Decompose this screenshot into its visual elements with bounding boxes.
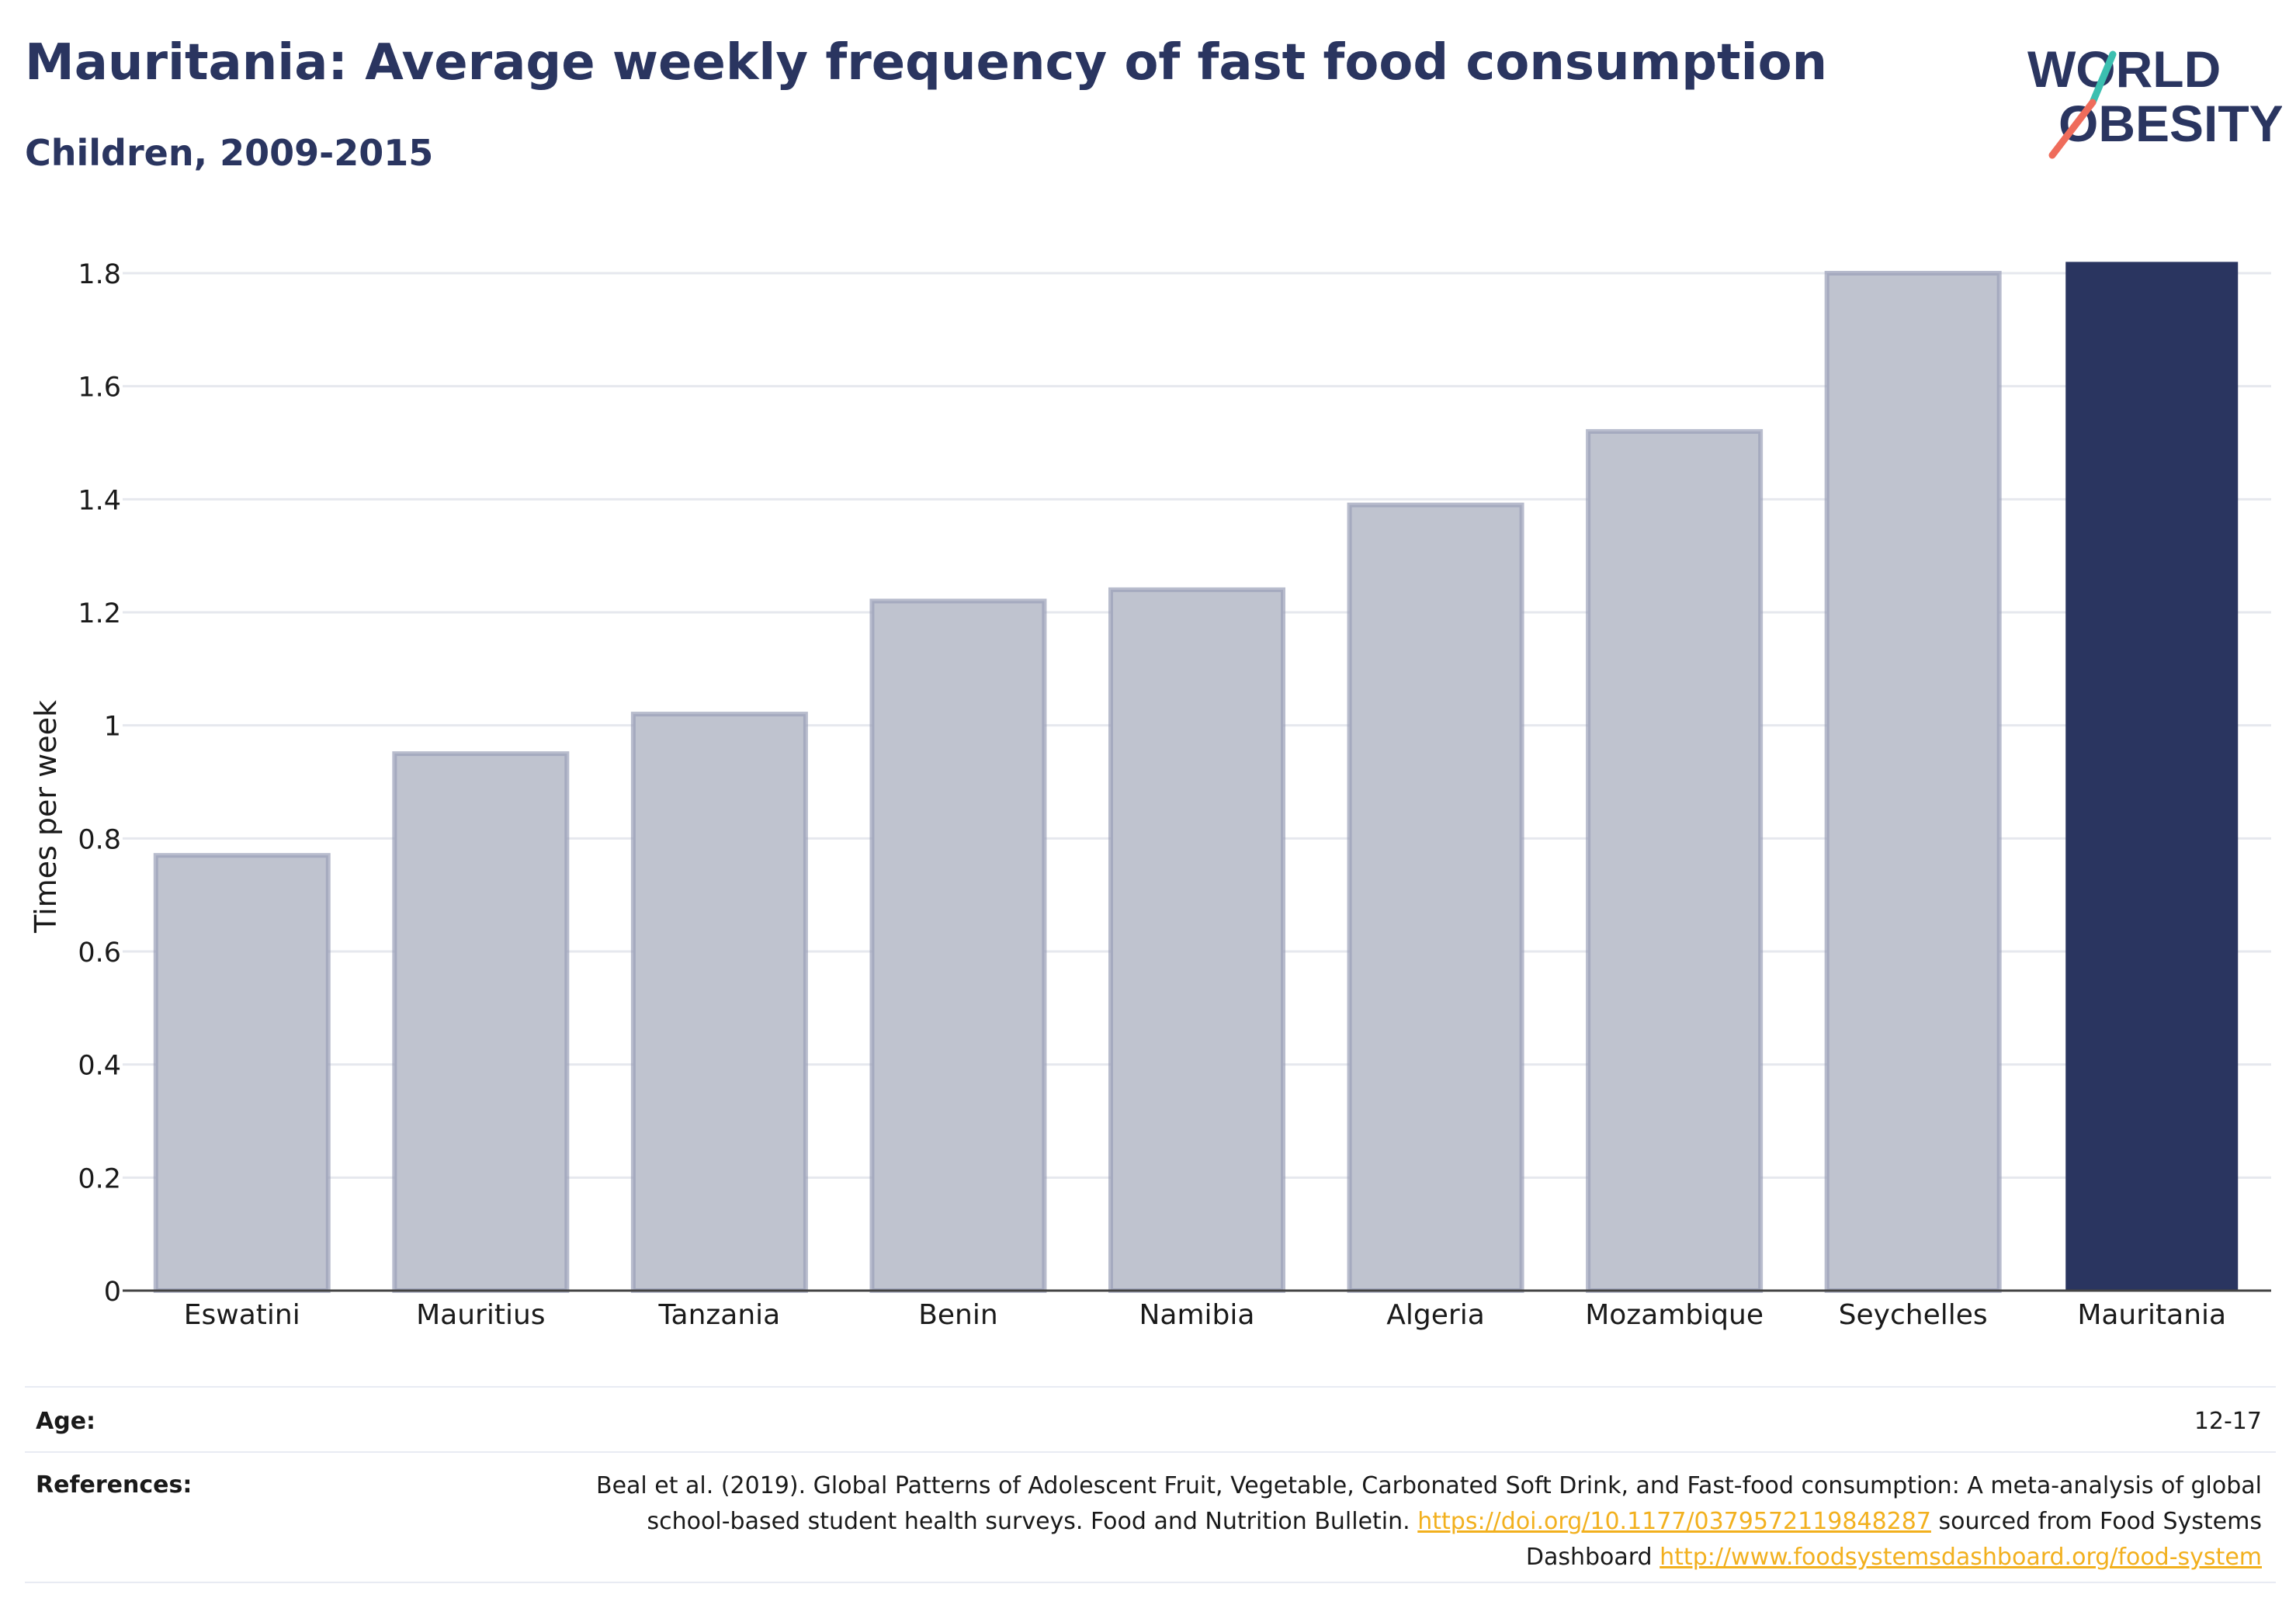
references-label: References:	[36, 1471, 192, 1499]
x-tick-label: Tanzania	[658, 1299, 781, 1331]
bar-eswatini[interactable]	[153, 853, 331, 1293]
y-tick-label: 0.8	[78, 824, 121, 855]
y-tick-label: 0.6	[78, 938, 121, 969]
footer-divider-bottom	[25, 1582, 2276, 1583]
y-axis-label: Times per week	[29, 700, 63, 934]
age-value: 12-17	[2194, 1408, 2262, 1435]
bar-benin[interactable]	[869, 598, 1047, 1293]
bar-chart: 0 0.2 0.4 0.6 0.8 1 1.2 1.4 1.6 1.8 Eswatini Mauri…	[29, 259, 2271, 1331]
y-tick-label: 1.4	[78, 485, 121, 516]
x-tick-label: Mauritius	[416, 1299, 545, 1331]
chart-subtitle: Children, 2009-2015	[25, 132, 434, 174]
logo-slash-teal	[2089, 50, 2117, 106]
x-tick-labels: Eswatini Mauritius Tanzania Benin Namibia Alg…	[184, 1299, 2226, 1331]
bar-tanzania[interactable]	[630, 712, 808, 1293]
x-tick-label: Mozambique	[1585, 1299, 1764, 1331]
x-tick-label: Benin	[918, 1299, 997, 1331]
x-tick-label: Algeria	[1386, 1299, 1485, 1331]
x-tick-label: Eswatini	[184, 1299, 300, 1331]
y-tick-label: 1.8	[78, 259, 121, 290]
chart-title: Mauritania: Average weekly frequency of …	[25, 34, 1828, 92]
bar-mozambique[interactable]	[1586, 428, 1764, 1293]
world-obesity-logo: WORLD OBESITY	[2027, 40, 2282, 159]
x-tick-label: Mauritania	[2077, 1299, 2226, 1331]
age-label: Age:	[36, 1408, 96, 1435]
bar-mauritius[interactable]	[392, 751, 570, 1293]
bars	[153, 262, 2239, 1293]
y-tick-label: 0.2	[78, 1163, 121, 1194]
logo-slash-coral	[2048, 99, 2097, 159]
reference-citation: Beal et al. (2019). Global Patterns of A…	[595, 1472, 2262, 1535]
bar-algeria[interactable]	[1347, 502, 1524, 1293]
x-tick-label: Namibia	[1139, 1299, 1255, 1331]
logo-word-obesity: OBESITY	[2058, 95, 2282, 152]
y-tick-labels: 0 0.2 0.4 0.6 0.8 1 1.2 1.4 1.6 1.8	[78, 259, 121, 1308]
bar-mauritania[interactable]	[2065, 262, 2239, 1291]
bar-namibia[interactable]	[1108, 587, 1285, 1293]
y-tick-label: 0	[104, 1277, 121, 1308]
footer-divider-top	[25, 1386, 2276, 1388]
y-tick-label: 1	[104, 712, 121, 743]
x-tick-label: Seychelles	[1839, 1299, 1988, 1331]
y-tick-label: 0.4	[78, 1051, 121, 1082]
footer-divider-middle	[25, 1451, 2276, 1453]
reference-doi-link[interactable]: https://doi.org/10.1177/0379572119848287	[1417, 1508, 1931, 1535]
y-tick-label: 1.6	[78, 373, 121, 404]
references-text: Beal et al. (2019). Global Patterns of A…	[570, 1468, 2262, 1575]
logo-word-world: WORLD	[2027, 40, 2221, 98]
bar-seychelles[interactable]	[1824, 271, 2002, 1293]
reference-source: sourced from Food Systems Dashboard	[1525, 1508, 2262, 1571]
y-tick-label: 1.2	[78, 598, 121, 629]
reference-dashboard-link[interactable]: http://www.foodsystemsdashboard.org/food…	[1660, 1544, 2262, 1571]
